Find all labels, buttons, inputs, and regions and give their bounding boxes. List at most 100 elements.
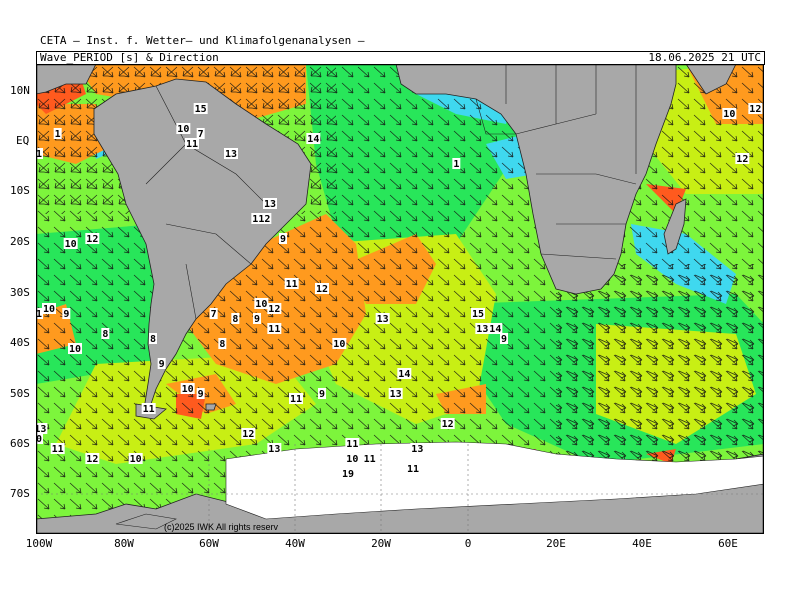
period-label: 10 — [69, 344, 81, 355]
period-label: 11 — [407, 464, 419, 475]
direction-arrows-east — [556, 264, 764, 464]
period-label: 12 — [86, 454, 98, 465]
period-label-bg — [722, 108, 737, 119]
period-label: 9 — [501, 334, 507, 345]
period-label-bg — [488, 323, 503, 334]
period-label: 9 — [159, 359, 165, 370]
organization-title: CETA — Inst. f. Wetter— und Klimafolgena… — [40, 34, 365, 47]
period-label-bg — [267, 323, 282, 334]
period-label-bg — [748, 103, 763, 114]
lon-label-40w: 40W — [285, 537, 305, 550]
period-label-bg — [231, 313, 240, 324]
period-label-bg — [284, 278, 299, 289]
period-label: 9 — [63, 309, 69, 320]
period-label: 7 — [211, 309, 217, 320]
antarctic-peninsula — [115, 513, 177, 530]
period-label-bg — [224, 148, 238, 159]
period-label: 15 — [472, 309, 484, 320]
period-label: 10 — [346, 454, 358, 465]
period-label: 9 — [319, 389, 325, 400]
period-label: 13 — [411, 444, 423, 455]
period-label-bg — [128, 453, 143, 464]
period-label-bg — [85, 233, 100, 244]
period-label-bg — [53, 128, 62, 139]
period-label-bg — [315, 283, 329, 294]
period-label-bg — [471, 308, 485, 319]
period-label-bg — [397, 368, 412, 379]
period-label-bg — [241, 428, 256, 439]
period-label-bg — [279, 233, 287, 244]
period-label: 13 — [476, 324, 488, 335]
lon-label-20e: 20E — [546, 537, 566, 550]
lat-label-50s: 50S — [10, 387, 30, 400]
period-label-bg — [475, 323, 490, 334]
period-label-bg — [341, 468, 355, 479]
period-label: 9 — [280, 234, 286, 245]
period-label: 14 — [489, 324, 501, 335]
period-label-bg — [157, 358, 166, 369]
lat-label-30s: 30S — [10, 286, 30, 299]
lon-label-80w: 80W — [114, 537, 134, 550]
period-label: 12 — [242, 429, 254, 440]
period-label-bg — [196, 388, 205, 399]
lat-label-60s: 60S — [10, 437, 30, 450]
period-label-bg — [141, 403, 156, 414]
copyright-text: (c)2025 IWK All rights reserv — [164, 522, 279, 532]
period-label-bg — [209, 308, 218, 319]
period-label: 11 — [268, 324, 280, 335]
period-label: 13 — [36, 424, 46, 435]
period-label-bg — [218, 338, 227, 349]
period-label: 10 — [182, 384, 194, 395]
map-panel: 1510711131411111311291012111210127891113… — [29, 63, 765, 535]
period-label: 14 — [307, 134, 319, 145]
period-label: 10 — [333, 339, 345, 350]
lon-label-20w: 20W — [371, 537, 391, 550]
period-label: 11 — [346, 439, 358, 450]
period-label: 15 — [195, 104, 207, 115]
lon-label-60w: 60W — [199, 537, 219, 550]
period-label-bg — [185, 138, 199, 149]
period-label: 14 — [398, 369, 410, 380]
period-label-bg — [362, 453, 377, 464]
period-label-bg — [251, 213, 272, 224]
period-label: 9 — [198, 389, 204, 400]
period-label: 10 — [43, 304, 55, 315]
period-label: 12 — [316, 284, 328, 295]
period-label: 12 — [268, 304, 280, 315]
period-label: 11 — [364, 454, 376, 465]
period-label: 12 — [86, 234, 98, 245]
period-label: 13 — [268, 444, 280, 455]
period-label-bg — [388, 388, 403, 399]
period-label-bg — [193, 103, 208, 114]
period-label-bg — [176, 123, 191, 134]
period-label: 8 — [219, 339, 225, 350]
period-label: 10 — [65, 239, 77, 250]
period-label: 11 — [52, 444, 64, 455]
map-frame — [35, 63, 765, 535]
lat-label-eq: EQ — [16, 134, 30, 147]
period-label: 10 — [177, 124, 189, 135]
period-label: 12 — [749, 104, 761, 115]
lat-label-10s: 10S — [10, 184, 30, 197]
period-label-bg — [50, 443, 65, 454]
period-label-bg — [306, 133, 321, 144]
lat-label-20s: 20S — [10, 235, 30, 248]
product-title: Wave_PERIOD [s] & Direction — [40, 51, 219, 64]
period-label: 13 — [390, 389, 402, 400]
period-label: 8 — [150, 334, 156, 345]
lon-label-100w: 100W — [25, 537, 53, 550]
period-label-bg — [452, 158, 461, 169]
period-label-bg — [406, 463, 420, 474]
falklands-land — [205, 403, 217, 411]
period-label: 10 — [723, 109, 735, 120]
period-label-bg — [85, 453, 100, 464]
period-label: 8 — [102, 329, 108, 340]
period-label-bg — [253, 313, 261, 324]
period-label: 19 — [342, 469, 354, 480]
period-label-bg — [440, 418, 455, 429]
madagascar-land — [663, 198, 687, 255]
period-label-bg — [33, 423, 48, 434]
lat-label-40s: 40S — [10, 336, 30, 349]
period-label-bg — [68, 343, 82, 354]
period-label-bg — [263, 198, 277, 209]
